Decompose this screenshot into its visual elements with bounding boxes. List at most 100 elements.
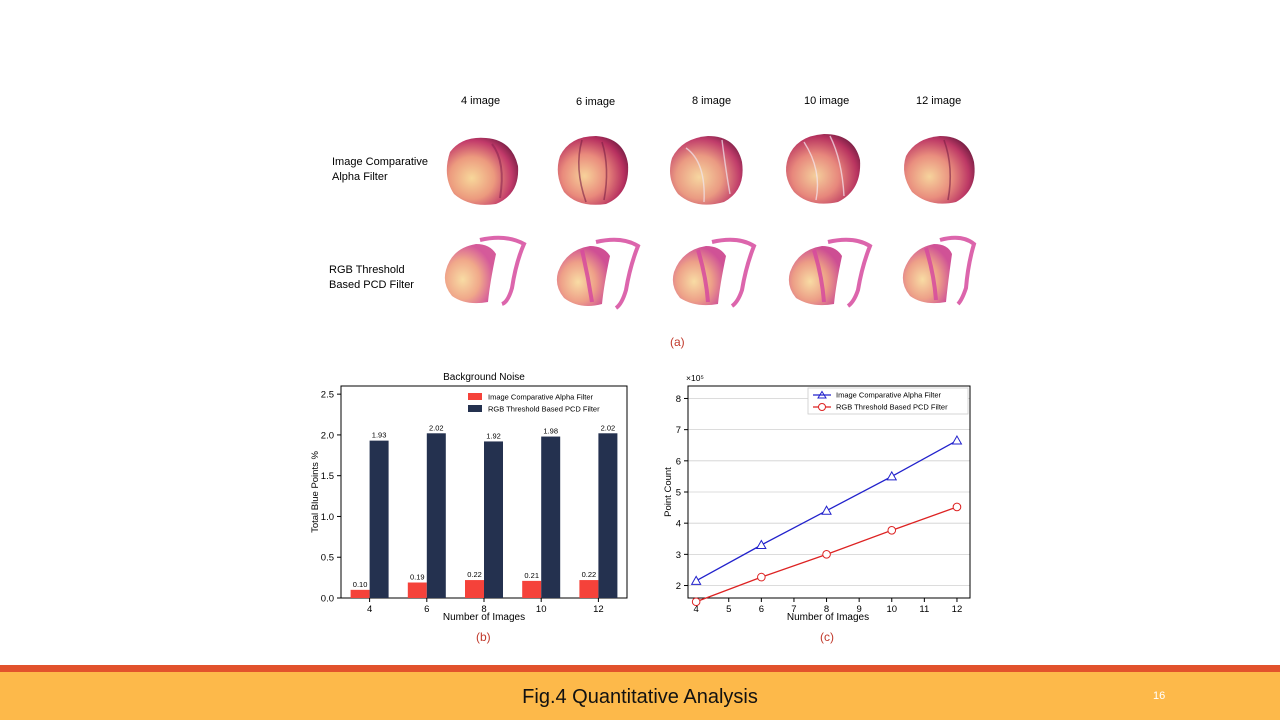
line-chart-x-axis-label: Number of Images: [787, 612, 869, 623]
line-chart-x-tick-label: 9: [857, 604, 862, 615]
bar-value-label: 0.21: [524, 571, 539, 580]
bar-rgb-4: [369, 440, 389, 598]
bar-value-label: 2.02: [601, 423, 616, 432]
bar-chart-x-tick-label: 6: [424, 604, 429, 615]
figure-caption-c: (c): [820, 630, 834, 644]
footer-band: [0, 672, 1280, 720]
column-header-6: 6 image: [576, 96, 616, 108]
line-chart-legend-marker-rgb: [818, 403, 826, 411]
line-chart-series: [690, 435, 963, 607]
rgb-filter-render-8: [672, 237, 757, 308]
bar-chart-y-tick-label: 0.0: [321, 594, 334, 605]
line-chart-x-tick-label: 12: [952, 604, 963, 615]
alpha-filter-render-6: [557, 136, 629, 205]
line-point-alpha-6: [755, 539, 767, 549]
bar-alpha-8: [465, 580, 484, 598]
bar-chart-y-tick-label: 2.5: [321, 390, 334, 401]
bar-chart-legend-label-rgb: RGB Threshold Based PCD Filter: [488, 405, 600, 414]
line-point-alpha-10: [886, 470, 898, 481]
bar-chart-y-axis-label: Total Blue Points %: [310, 451, 321, 533]
row-label-alpha-line1: Image Comparative: [332, 156, 428, 168]
bar-chart-bars: 0.10 1.93 0.19 2.02 0.22 1.92 0.21 1.98 0.22 2.02: [350, 423, 618, 598]
line-point-alpha-12: [951, 435, 963, 445]
line-chart-y-tick-label: 6: [676, 456, 681, 467]
figure-caption-b: (b): [476, 630, 491, 644]
row-label-alpha-filter: Image Comparative Alpha Filter: [332, 155, 428, 185]
line-chart-y-tick-label: 2: [676, 581, 681, 592]
line-chart-scale-note: ×10⁵: [686, 373, 704, 383]
line-chart-y-tick-label: 4: [676, 519, 681, 530]
bar-chart-background-noise: Background Noise Number of Images Total …: [310, 372, 628, 623]
bar-chart-x-ticks: 4 6 8 10 12: [367, 598, 604, 615]
line-point-rgb-8: [822, 550, 831, 559]
line-point-alpha-8: [821, 505, 832, 515]
bar-chart-x-tick-label: 10: [536, 604, 547, 615]
bar-rgb-10: [541, 436, 561, 598]
figure-caption-a: (a): [670, 335, 685, 349]
line-chart-gridlines: [688, 398, 970, 586]
bar-rgb-12: [598, 433, 618, 598]
line-chart-legend: Image Comparative Alpha Filter RGB Thres…: [807, 387, 969, 415]
line-chart-x-tick-label: 8: [824, 604, 829, 615]
rgb-filter-render-12: [902, 235, 977, 306]
line-chart-x-tick-label: 10: [886, 604, 897, 615]
line-point-alpha-4: [690, 575, 702, 585]
rgb-filter-render-6: [556, 237, 641, 310]
page-number: 16: [1153, 690, 1166, 702]
column-header-8: 8 image: [692, 95, 732, 107]
bar-chart-x-tick-label: 4: [367, 604, 372, 615]
slide-title: Fig.4 Quantitative Analysis: [522, 686, 758, 708]
line-chart-x-tick-label: 7: [791, 604, 796, 615]
line-point-rgb-10: [887, 526, 897, 535]
line-chart-y-tick-label: 8: [676, 394, 681, 405]
line-chart-y-tick-label: 5: [676, 488, 681, 499]
bar-value-label: 2.02: [429, 423, 444, 432]
bar-value-label: 0.22: [467, 570, 482, 579]
column-header-4: 4 image: [461, 95, 501, 107]
row-label-alpha-line2: Alpha Filter: [332, 171, 388, 183]
line-chart-x-tick-label: 4: [694, 604, 699, 615]
bar-alpha-4: [350, 589, 370, 598]
rgb-filter-render-4: [444, 235, 527, 306]
bar-chart-y-tick-label: 1.0: [321, 512, 334, 523]
bar-value-label: 0.22: [582, 570, 597, 579]
bar-chart-y-tick-label: 1.5: [321, 471, 334, 482]
bar-value-label: 1.98: [543, 427, 558, 436]
row-label-rgb-line2: Based PCD Filter: [329, 279, 414, 291]
line-chart-legend-box: [807, 387, 969, 415]
bar-alpha-12: [579, 580, 599, 598]
line-point-rgb-6: [757, 572, 766, 582]
line-chart-legend-marker-alpha: [817, 390, 827, 399]
row-label-rgb-line1: RGB Threshold: [329, 264, 405, 276]
bar-chart-legend-label-alpha: Image Comparative Alpha Filter: [488, 393, 594, 402]
footer-accent-line: [0, 665, 1280, 672]
bar-chart-x-tick-label: 8: [481, 604, 486, 615]
line-chart-x-tick-label: 5: [726, 604, 731, 615]
column-header-10: 10 image: [804, 95, 850, 107]
line-chart-x-ticks: 4 5 6 7 8 9 10 11 12: [694, 598, 963, 615]
alpha-filter-render-4: [446, 137, 519, 205]
bar-value-label: 1.93: [372, 431, 387, 440]
line-point-rgb-4: [691, 597, 701, 607]
bar-chart-title: Background Noise: [443, 372, 525, 383]
line-chart-x-tick-label: 11: [919, 604, 929, 615]
bar-rgb-8: [484, 441, 503, 598]
line-chart-legend-label-alpha: Image Comparative Alpha Filter: [836, 391, 942, 400]
bar-chart-legend-swatch-rgb: [468, 405, 482, 412]
column-header-12: 12 image: [916, 95, 962, 107]
alpha-filter-render-12: [904, 136, 975, 204]
line-chart-y-tick-label: 7: [676, 425, 681, 436]
line-chart-legend-label-rgb: RGB Threshold Based PCD Filter: [836, 403, 948, 412]
bar-alpha-6: [407, 582, 427, 598]
line-chart-point-count: ×10⁵ Number of Images Point Count 2 3 4 5 6 7…: [663, 373, 971, 623]
row-label-rgb-filter: RGB Threshold Based PCD Filter: [329, 263, 414, 293]
bar-alpha-10: [522, 580, 542, 598]
bar-value-label: 1.92: [486, 431, 501, 440]
rgb-filter-render-10: [788, 237, 873, 308]
bar-chart-legend: Image Comparative Alpha Filter RGB Thres…: [468, 393, 600, 414]
line-point-rgb-12: [952, 502, 962, 512]
bar-chart-x-axis-label: Number of Images: [443, 612, 525, 623]
line-chart-y-ticks: 2 3 4 5 6 7 8: [676, 394, 688, 592]
bar-chart-y-tick-label: 2.0: [321, 430, 334, 441]
line-chart-x-tick-label: 6: [759, 604, 764, 615]
